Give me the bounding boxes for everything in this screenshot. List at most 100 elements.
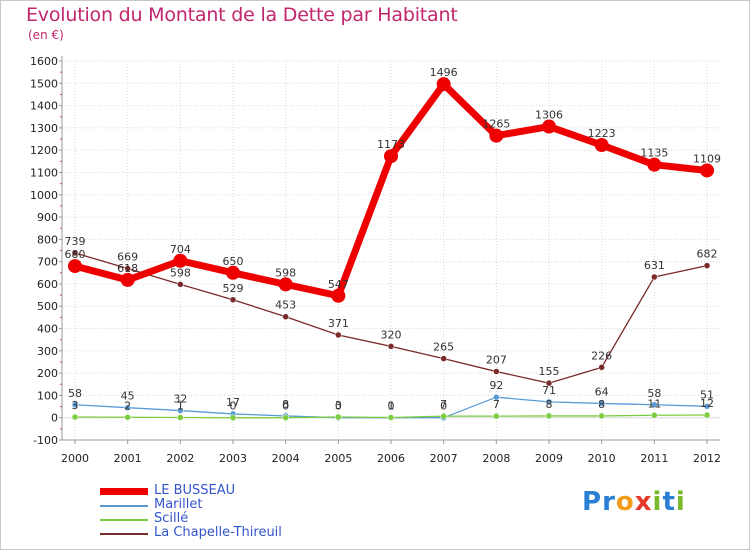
data-label: 155 <box>539 365 560 378</box>
legend-swatch <box>100 505 148 507</box>
data-point <box>387 414 395 421</box>
data-point <box>545 398 553 406</box>
logo-letter: r <box>602 487 616 517</box>
data-label: 320 <box>381 328 402 341</box>
x-tick-label: 2001 <box>114 452 142 465</box>
data-label: 7 <box>493 398 500 411</box>
data-label: 0 <box>440 400 447 413</box>
data-label: 265 <box>433 341 454 354</box>
data-point <box>226 265 240 280</box>
y-tick-label: 200 <box>37 367 58 380</box>
data-labels: 6806187046505985471173149612651306122311… <box>65 66 722 413</box>
y-tick-label: 1300 <box>30 122 58 135</box>
data-label: 2 <box>124 399 131 412</box>
data-point <box>229 414 237 421</box>
data-label: 7 <box>440 398 447 411</box>
y-tick-label: 1500 <box>30 77 58 90</box>
series-lines <box>68 77 714 421</box>
data-point <box>387 343 395 350</box>
data-label: 207 <box>486 354 507 367</box>
data-label: 598 <box>275 266 296 279</box>
data-label: 547 <box>328 278 349 291</box>
data-label: 1 <box>177 399 184 412</box>
data-point <box>71 401 79 409</box>
data-point <box>493 393 500 401</box>
data-label: 3 <box>335 399 342 412</box>
y-tick-label: -100 <box>33 434 58 447</box>
data-point <box>545 379 553 387</box>
data-label: 3 <box>72 399 79 412</box>
y-tick-label: 1400 <box>30 100 58 113</box>
data-point <box>700 163 714 178</box>
data-label: 618 <box>117 262 138 275</box>
data-point <box>124 414 131 421</box>
data-point <box>598 412 605 420</box>
data-point <box>335 413 342 421</box>
legend-swatch <box>100 488 148 495</box>
y-tick-label: 800 <box>37 233 58 246</box>
data-point <box>703 411 711 419</box>
data-label: 682 <box>697 248 718 261</box>
data-label: 12 <box>700 397 714 410</box>
data-label: 11 <box>647 397 661 410</box>
data-label: 371 <box>328 317 349 330</box>
data-label: 1496 <box>430 66 458 79</box>
data-label: 58 <box>68 387 82 400</box>
data-label: 92 <box>489 379 503 392</box>
data-point <box>651 273 658 281</box>
x-tick-label: 2011 <box>640 452 668 465</box>
data-point <box>493 412 500 420</box>
data-point <box>436 77 451 92</box>
data-point <box>278 277 293 292</box>
y-tick-label: 700 <box>37 256 58 269</box>
data-point <box>651 412 658 419</box>
x-tick-label: 2008 <box>482 452 510 465</box>
data-label: 8 <box>282 398 289 411</box>
y-tick-label: 0 <box>51 412 58 425</box>
data-label: 1306 <box>535 109 563 122</box>
data-label: 0 <box>230 400 237 413</box>
data-point <box>120 272 135 287</box>
data-point <box>282 313 289 320</box>
x-tick-labels: 2000 2001 2002 2003 2004 2005 2006 2007 2008 2009… <box>61 452 721 465</box>
data-label: 17 <box>226 396 240 409</box>
x-tick-label: 2003 <box>219 452 247 465</box>
logo-letter: t <box>662 487 676 517</box>
grid-lines <box>62 60 720 441</box>
data-point <box>440 355 447 362</box>
logo-letter: i <box>652 487 663 517</box>
data-point <box>384 149 398 164</box>
data-point <box>177 414 184 421</box>
data-label: 64 <box>595 385 609 398</box>
y-tick-label: 1600 <box>30 55 58 68</box>
data-point <box>177 281 184 288</box>
data-point <box>703 262 711 269</box>
x-tick-label: 2002 <box>166 452 194 465</box>
proxiti-logo: Proxiti <box>582 487 686 517</box>
data-point <box>545 412 553 420</box>
data-point <box>71 249 79 257</box>
data-label: 1173 <box>377 138 405 151</box>
x-tick-label: 2010 <box>588 452 616 465</box>
data-point <box>598 400 605 407</box>
data-label: 453 <box>275 299 296 312</box>
logo-letter: i <box>675 487 686 517</box>
chart-title: Evolution du Montant de la Dette par Hab… <box>26 4 458 26</box>
data-point <box>542 119 556 134</box>
data-point <box>177 407 184 414</box>
axes <box>59 56 720 444</box>
data-label: 226 <box>591 349 612 362</box>
data-label: 0 <box>388 400 395 413</box>
y-tick-label: 900 <box>37 211 58 224</box>
data-label: 704 <box>170 243 191 256</box>
legend-label: La Chapelle-Thireuil <box>154 525 282 540</box>
legend-swatch <box>100 533 148 535</box>
y-tick-label: 500 <box>37 300 58 313</box>
data-label: 51 <box>700 388 714 401</box>
x-tick-label: 2000 <box>61 452 89 465</box>
data-label: 45 <box>121 390 135 403</box>
logo-letter: P <box>582 487 603 517</box>
data-point <box>651 401 658 409</box>
data-point <box>647 157 662 172</box>
